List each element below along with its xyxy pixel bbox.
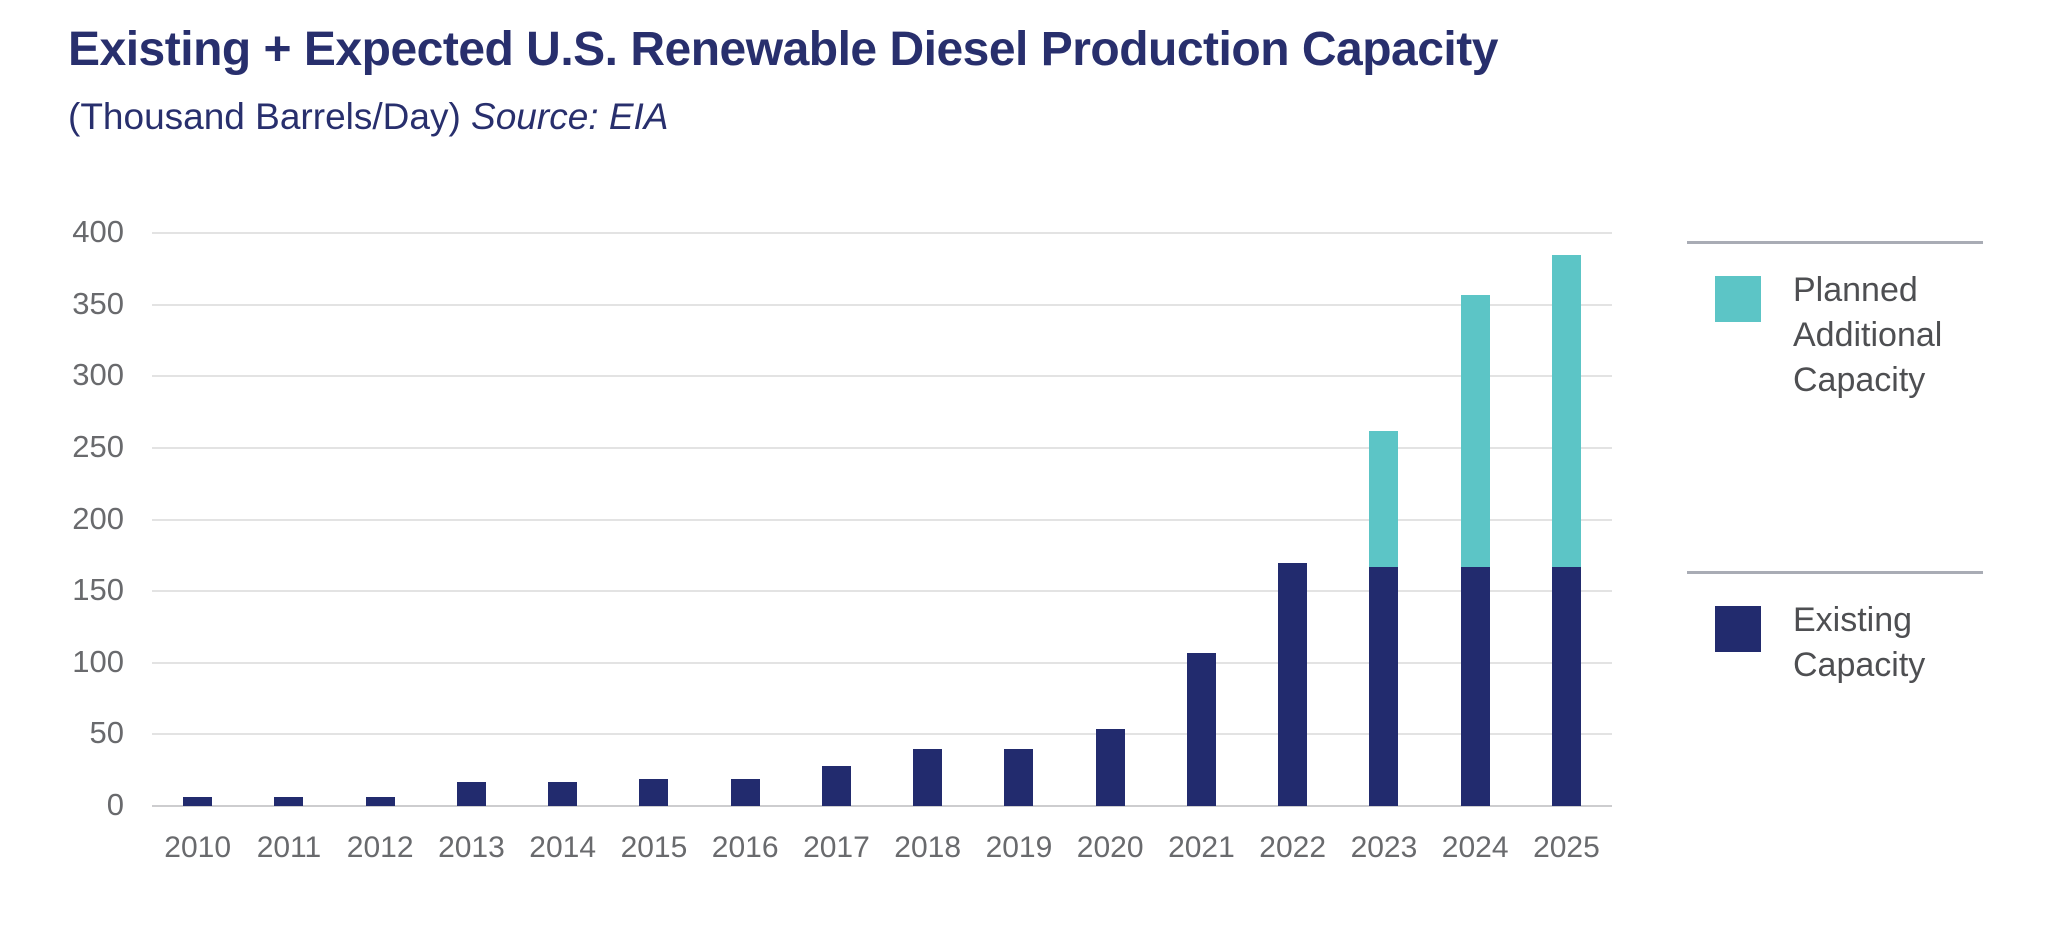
bar-2024-existing (1460, 566, 1490, 806)
legend-label-planned: Planned Additional Capacity (1793, 271, 1943, 399)
bar-2010-existing (183, 797, 213, 806)
x-tick-label-2018: 2018 (894, 831, 962, 864)
chart-subtitle: (Thousand Barrels/Day) Source: EIA (68, 96, 668, 138)
bar-2011-existing (274, 797, 304, 806)
chart-subtitle-units: (Thousand Barrels/Day) (68, 96, 472, 137)
x-tick-label-2017: 2017 (803, 831, 870, 864)
bar-2021-existing (1186, 652, 1216, 806)
bar-2023-planned (1369, 430, 1399, 567)
gridline-350 (152, 303, 1612, 306)
bar-2025-planned (1551, 254, 1581, 567)
gridline-100 (152, 661, 1612, 664)
bar-2012-existing (365, 797, 395, 806)
bar-2017-existing (821, 765, 851, 806)
y-tick-label-250: 250 (72, 428, 124, 464)
legend-divider-bottom (1687, 571, 1983, 574)
y-tick-label-300: 300 (72, 357, 124, 393)
x-tick-label-2012: 2012 (346, 831, 414, 864)
legend-swatch-existing (1715, 606, 1761, 652)
bar-2024-planned (1460, 294, 1490, 567)
x-tick-label-2022: 2022 (1259, 831, 1327, 864)
x-tick-label-2025: 2025 (1533, 831, 1600, 864)
x-tick-label-2010: 2010 (164, 831, 232, 864)
gridline-300 (152, 375, 1612, 378)
bar-2020-existing (1095, 728, 1125, 806)
x-tick-label-2019: 2019 (985, 831, 1053, 864)
x-tick-label-2016: 2016 (711, 831, 779, 864)
x-tick-label-2021: 2021 (1168, 831, 1235, 864)
x-axis-line (152, 805, 1612, 807)
y-tick-label-200: 200 (72, 500, 124, 536)
legend-swatch-planned (1715, 276, 1761, 322)
x-tick-label-2023: 2023 (1350, 831, 1418, 864)
bar-2022-existing (1278, 562, 1308, 806)
y-tick-label-150: 150 (72, 572, 124, 608)
x-tick-label-2014: 2014 (529, 831, 597, 864)
bar-2014-existing (548, 781, 578, 806)
gridline-50 (152, 733, 1612, 736)
x-tick-label-2011: 2011 (256, 831, 322, 864)
bar-2016-existing (730, 778, 760, 806)
bar-2015-existing (639, 778, 669, 806)
chart-title: Existing + Expected U.S. Renewable Diese… (68, 23, 1498, 76)
y-tick-label-350: 350 (72, 285, 124, 321)
chart-subtitle-source: Source: EIA (471, 96, 669, 137)
y-tick-label-400: 400 (72, 214, 124, 249)
gridline-250 (152, 446, 1612, 449)
legend-label-existing: Existing Capacity (1793, 601, 1926, 684)
y-tick-label-0: 0 (106, 787, 124, 822)
x-tick-label-2024: 2024 (1441, 831, 1509, 864)
bar-2013-existing (456, 781, 486, 806)
bar-2025-existing (1551, 566, 1581, 806)
y-tick-label-100: 100 (72, 643, 124, 679)
x-tick-label-2013: 2013 (438, 831, 505, 864)
bar-2018-existing (913, 748, 943, 806)
legend-divider-top (1687, 241, 1983, 244)
bar-2019-existing (1004, 748, 1034, 806)
gridline-400 (152, 232, 1612, 234)
y-tick-label-50: 50 (89, 715, 124, 751)
x-tick-label-2015: 2015 (620, 831, 688, 864)
gridline-200 (152, 518, 1612, 521)
gridline-150 (152, 590, 1612, 593)
x-tick-label-2020: 2020 (1076, 831, 1144, 864)
bar-2023-existing (1369, 566, 1399, 806)
